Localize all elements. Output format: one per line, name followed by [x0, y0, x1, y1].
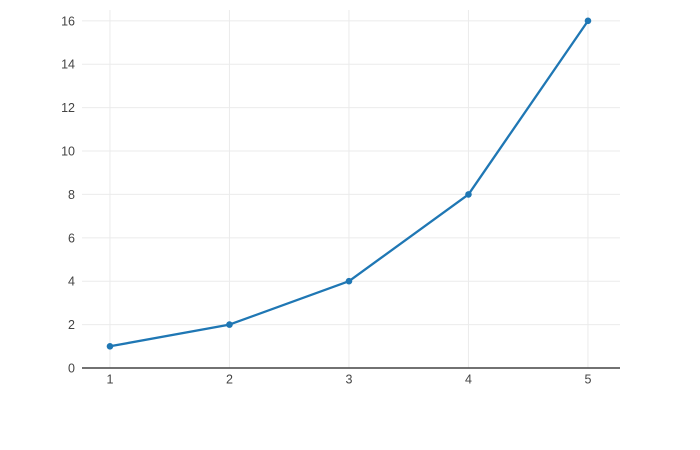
x-tick-label: 2 — [226, 373, 233, 387]
x-tick-label: 4 — [465, 373, 472, 387]
y-tick-label: 2 — [68, 318, 75, 332]
gridlines — [82, 10, 620, 368]
x-tick-label: 1 — [106, 373, 113, 387]
data-point[interactable] — [226, 321, 233, 328]
y-tick-label: 6 — [68, 231, 75, 245]
data-point[interactable] — [106, 343, 114, 350]
y-axis-tick-labels: 0 2 4 6 8 10 12 14 16 — [61, 14, 75, 375]
y-tick-label: 10 — [61, 145, 75, 159]
y-tick-label: 8 — [68, 188, 75, 202]
series-markers — [106, 17, 592, 350]
data-point[interactable] — [345, 277, 353, 285]
y-tick-label: 4 — [68, 275, 75, 289]
data-point[interactable] — [465, 191, 472, 198]
x-axis-tick-labels: 1 2 3 4 5 — [106, 373, 591, 387]
data-point[interactable] — [584, 17, 592, 25]
y-tick-label: 14 — [61, 58, 75, 72]
plot-area[interactable] — [82, 10, 620, 368]
y-tick-label: 0 — [68, 362, 75, 376]
x-tick-label: 3 — [345, 373, 352, 387]
y-tick-label: 16 — [61, 14, 75, 28]
x-tick-label: 5 — [584, 373, 591, 387]
y-tick-label: 12 — [61, 101, 75, 115]
